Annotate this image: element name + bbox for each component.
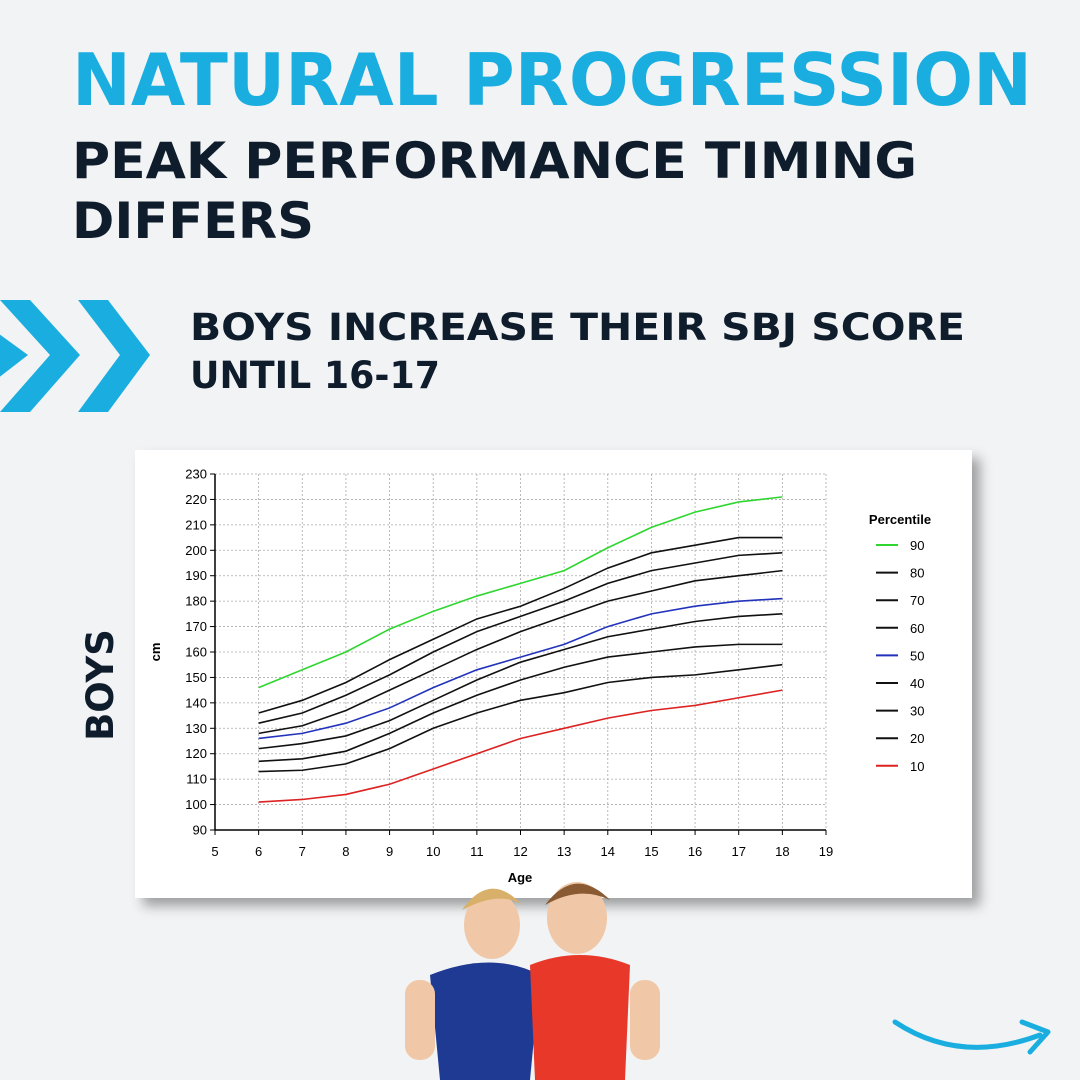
chevrons [0,300,150,412]
series-line [258,536,783,714]
x-tick-label: 9 [386,844,393,859]
series-line [258,613,783,750]
series-line [258,663,783,773]
x-tick-label: 12 [513,844,527,859]
legend-label: 40 [910,676,924,691]
y-tick-label: 170 [185,619,207,634]
y-tick-label: 220 [185,492,207,507]
x-tick-label: 14 [601,844,615,859]
x-tick-label: 15 [644,844,658,859]
x-tick-label: 6 [255,844,262,859]
x-tick-label: 17 [731,844,745,859]
legend-label: 20 [910,731,924,746]
subtitle: PEAK PERFORMANCE TIMING [72,132,917,190]
y-tick-label: 230 [185,467,207,482]
x-tick-label: 16 [688,844,702,859]
y-tick-label: 190 [185,568,207,583]
point-text: BOYS INCREASE THEIR SBJ SCORE [190,306,965,349]
x-tick-label: 10 [426,844,440,859]
legend-label: 70 [910,593,924,608]
y-tick-label: 120 [185,746,207,761]
y-tick-label: 200 [185,543,207,558]
series-line [258,597,783,740]
y-axis-label: cm [148,643,163,662]
y-tick-label: 110 [186,772,207,787]
legend-label: 30 [910,704,924,719]
y-tick-label: 90 [193,823,207,838]
x-tick-label: 13 [557,844,571,859]
subtitle: DIFFERS [72,192,314,250]
y-tick-label: 130 [185,721,207,736]
legend-title: Percentile [869,512,931,527]
x-axis-label: Age [508,870,533,885]
point-text: UNTIL 16-17 [190,354,440,397]
y-tick-label: 160 [185,645,207,660]
next-arrow [892,1019,1043,1050]
x-tick-label: 19 [819,844,833,859]
x-tick-label: 8 [342,844,349,859]
legend-label: 50 [910,648,924,663]
side-label: BOYS [79,629,122,741]
legend-label: 60 [910,621,924,636]
next-arrow-head [1019,1019,1051,1055]
series-line [258,496,783,689]
chart-card [135,450,972,898]
series-line [258,552,783,724]
y-tick-label: 100 [185,797,207,812]
x-tick-label: 7 [299,844,306,859]
kids-photo [405,882,660,1080]
series-line [258,569,783,735]
y-tick-label: 180 [185,594,207,609]
y-tick-label: 140 [185,695,207,710]
chart: cm Age Percentile 90 100 110 120 130 140 150 16… [148,467,931,886]
y-tick-label: 210 [185,517,207,532]
series-line [258,643,783,763]
x-tick-label: 5 [211,844,218,859]
legend-label: 80 [910,566,924,581]
x-tick-label: 11 [470,844,484,859]
legend-label: 10 [910,759,924,774]
title: NATURAL PROGRESSION [72,38,1032,122]
series-line [258,689,783,803]
legend-label: 90 [910,538,924,553]
x-tick-label: 18 [775,844,789,859]
y-tick-label: 150 [185,670,207,685]
